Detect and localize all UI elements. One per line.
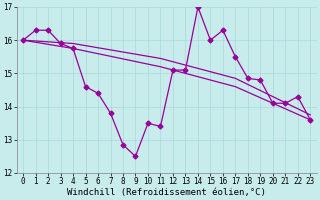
X-axis label: Windchill (Refroidissement éolien,°C): Windchill (Refroidissement éolien,°C) — [67, 188, 266, 197]
